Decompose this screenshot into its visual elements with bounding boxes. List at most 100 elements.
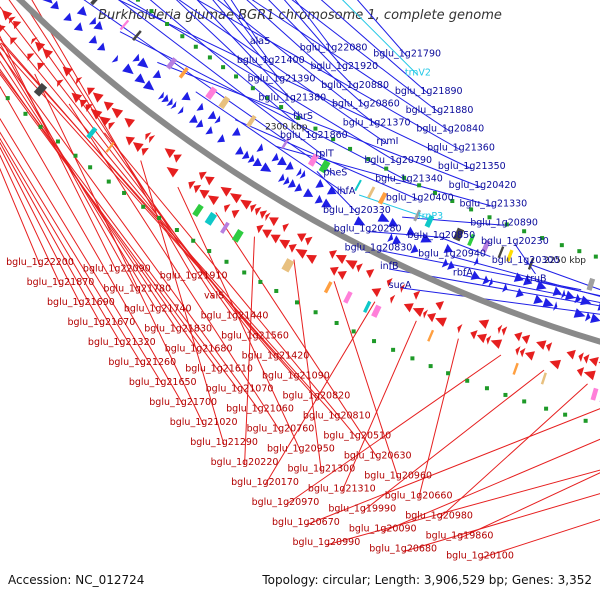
gene-arrow [457, 324, 463, 334]
gene-arrow [132, 142, 144, 152]
reverse-gene-label: bglu_1g20090 [349, 524, 417, 535]
gene-arrow [583, 370, 596, 381]
gene-arrow [259, 210, 268, 219]
label-connector [244, 236, 255, 466]
feature-box [192, 203, 204, 218]
reverse-gene-label: bglu_1g21020 [170, 417, 238, 428]
gene-arrow [207, 195, 220, 206]
reverse-gene-label: bglu_1g21420 [242, 350, 310, 361]
forward-gene-label: bglu_1g21360 [427, 142, 495, 153]
forward-gene-label: bglu_1g21330 [459, 199, 527, 210]
gene-arrow [181, 91, 191, 101]
gene-arrow [103, 101, 114, 111]
gene-arrow [152, 69, 162, 78]
gene-arrow [441, 258, 449, 268]
label-connector [0, 6, 256, 339]
gc-tick [487, 215, 492, 220]
reverse-gene-label: bglu_1g21070 [206, 384, 274, 395]
feature-box [367, 186, 376, 199]
reverse-gene-label: bglu_1g21650 [129, 377, 197, 388]
label-connector [418, 338, 459, 499]
gc-tick [38, 124, 43, 129]
reverse-gene-label: bglu_1g21440 [201, 310, 269, 321]
gene-arrow [1, 10, 13, 21]
gene-arrow [470, 330, 478, 340]
feature-box [512, 362, 519, 375]
gene-arrow [254, 206, 262, 216]
gene-arrow [141, 147, 149, 156]
label-connector [514, 243, 536, 275]
inner-category-track [90, 0, 596, 291]
gc-tick [334, 320, 339, 325]
gc-tick [504, 222, 509, 227]
gene-arrow [214, 115, 221, 124]
feature-box [377, 191, 388, 205]
gene-arrow [260, 162, 272, 172]
label-connector [0, 137, 123, 346]
label-connector [333, 281, 399, 479]
label-connector [21, 0, 215, 299]
gc-tick [296, 116, 301, 121]
reverse-gene-label: bglu_1g21690 [47, 297, 115, 308]
reverse-gene-label: bglu_1g19990 [328, 504, 396, 515]
forward-gene-label: trnP3 [418, 211, 443, 222]
feature-box [424, 214, 435, 228]
gene-arrow [8, 16, 16, 24]
gene-arrow [470, 270, 481, 280]
feature-box [307, 153, 320, 167]
label-connector [0, 71, 240, 392]
gene-arrow [229, 193, 242, 204]
gene-arrow [262, 229, 273, 239]
gene-arrow [90, 108, 103, 120]
reverse-gene-label: bglu_1g21680 [165, 344, 233, 355]
gc-tick [193, 44, 198, 49]
reverse-gene-label: bglu_1g21300 [287, 464, 355, 475]
gene-arrow [271, 152, 279, 162]
map-title: Burkholderia glumae BGR1 chromosome 1, c… [98, 8, 502, 23]
gene-arrow [108, 122, 116, 130]
gene-arrow [265, 212, 271, 222]
reverse-gene-label: bglu_1g20950 [267, 444, 335, 455]
gene-arrow [217, 134, 225, 143]
gc-tick [348, 146, 353, 151]
gene-arrow [303, 188, 314, 197]
gc-tick [544, 406, 549, 411]
forward-gene-label: bglu_1g21380 [258, 92, 326, 103]
gene-arrow [388, 217, 399, 227]
gene-arrow [231, 127, 241, 136]
forward-gene-label: bglu_1g21920 [310, 61, 378, 72]
gene-arrow [204, 176, 215, 186]
feature-box [481, 239, 491, 253]
label-connector [34, 73, 205, 426]
label-connector [0, 52, 261, 412]
gene-arrow [149, 135, 156, 144]
gc-tick [5, 96, 10, 101]
gc-tick [258, 279, 263, 284]
gc-tick [503, 392, 508, 397]
gc-tick [372, 339, 377, 344]
feature-box [218, 95, 231, 110]
gene-arrow [387, 233, 394, 243]
gene-arrow [345, 260, 358, 270]
reverse-gene-label: bglu_1g20680 [369, 544, 437, 555]
feature-box [506, 249, 514, 262]
feature-box [323, 281, 333, 294]
gene-arrow [13, 21, 22, 30]
gc-tick [313, 126, 318, 131]
gene-arrow [564, 290, 575, 301]
label-connector [157, 61, 483, 189]
label-connector [246, 0, 367, 107]
gene-arrow [478, 319, 490, 329]
gc-tick [446, 371, 451, 376]
gene-arrow [142, 80, 155, 91]
forward-gene-label: bglu_1g20230 [481, 236, 549, 247]
gene-arrow [583, 354, 590, 364]
gene-arrow [423, 309, 428, 319]
label-connector [104, 132, 358, 439]
gene-arrow [188, 114, 198, 123]
gene-arrow [420, 233, 432, 243]
gene-arrow [62, 66, 73, 77]
gc-tick [55, 139, 60, 144]
